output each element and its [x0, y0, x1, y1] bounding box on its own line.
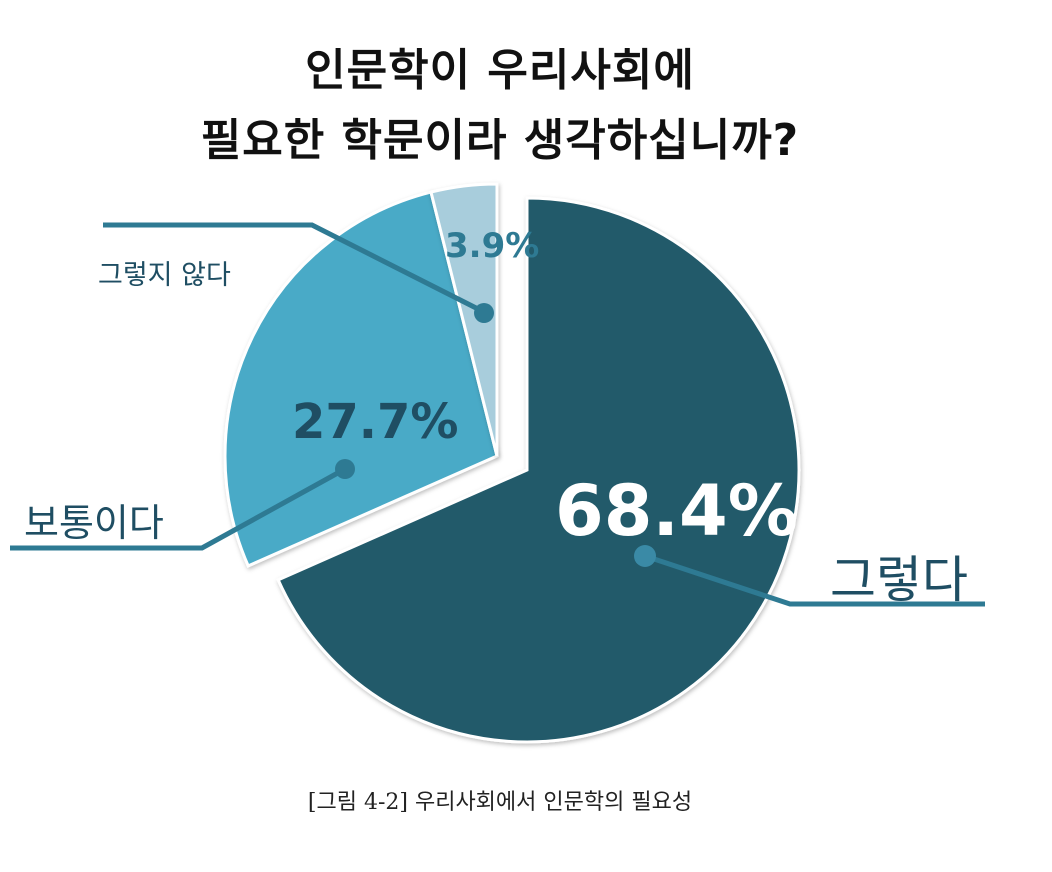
chart-title-line-1: 인문학이 우리사회에 [305, 45, 695, 96]
category-label-neutral: 보통이다 [24, 501, 164, 545]
leader-line-disagree [103, 222, 494, 323]
category-label-disagree: 그렇지 않다 [98, 260, 231, 291]
leader-line-neutral [10, 459, 355, 551]
value-label-disagree: 3.9% [445, 226, 540, 266]
value-label-agree: 68.4% [555, 470, 798, 552]
value-label-neutral: 27.7% [292, 394, 459, 450]
figure-caption: [그림 4-2] 우리사회에서 인문학의 필요성 [307, 790, 693, 815]
slice-disagree [429, 182, 499, 457]
category-label-agree: 그렇다 [830, 551, 968, 609]
chart-title-line-2: 필요한 학문이라 생각하십니까? [200, 115, 800, 166]
slice-agree [276, 196, 801, 744]
leader-line-agree [634, 545, 985, 607]
